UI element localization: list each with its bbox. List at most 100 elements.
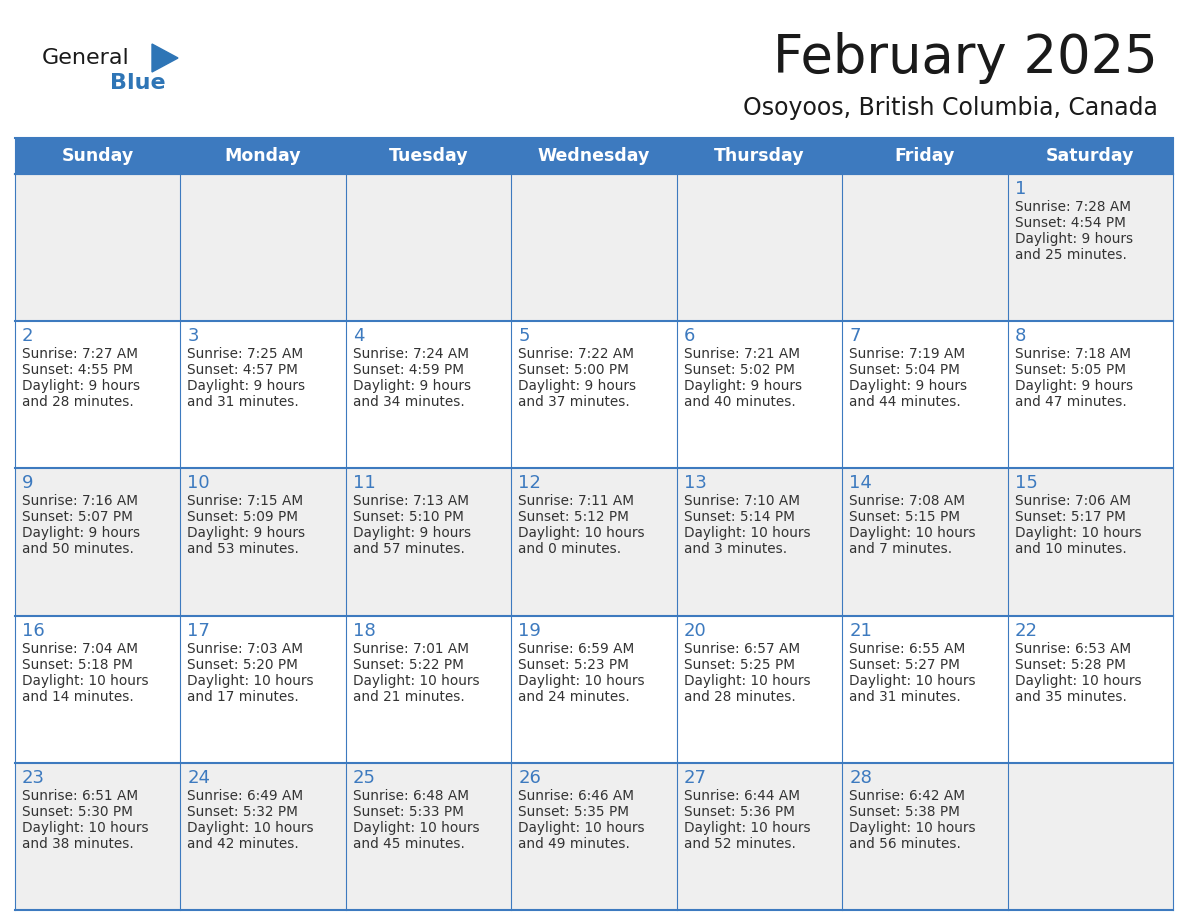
Text: Tuesday: Tuesday — [388, 147, 468, 165]
Text: Daylight: 10 hours: Daylight: 10 hours — [684, 674, 810, 688]
Text: 9: 9 — [23, 475, 33, 492]
Text: Sunset: 4:59 PM: Sunset: 4:59 PM — [353, 364, 463, 377]
Bar — [181, 174, 346, 321]
Bar — [1007, 321, 1173, 468]
Text: Daylight: 9 hours: Daylight: 9 hours — [353, 526, 470, 541]
Text: and 3 minutes.: and 3 minutes. — [684, 543, 786, 556]
Text: General: General — [42, 48, 129, 68]
Text: Daylight: 9 hours: Daylight: 9 hours — [23, 379, 140, 393]
Text: Sunset: 4:55 PM: Sunset: 4:55 PM — [23, 364, 133, 377]
Text: Sunrise: 7:04 AM: Sunrise: 7:04 AM — [23, 642, 138, 655]
Text: Daylight: 10 hours: Daylight: 10 hours — [518, 821, 645, 834]
Bar — [346, 174, 511, 321]
Bar — [842, 174, 1007, 321]
Text: Daylight: 9 hours: Daylight: 9 hours — [1015, 379, 1132, 393]
Text: Sunset: 5:10 PM: Sunset: 5:10 PM — [353, 510, 463, 524]
Text: Sunrise: 7:06 AM: Sunrise: 7:06 AM — [1015, 495, 1131, 509]
Text: 28: 28 — [849, 768, 872, 787]
Bar — [677, 763, 842, 910]
Text: and 45 minutes.: and 45 minutes. — [353, 837, 465, 851]
Text: Sunrise: 7:01 AM: Sunrise: 7:01 AM — [353, 642, 469, 655]
Text: and 52 minutes.: and 52 minutes. — [684, 837, 796, 851]
Bar — [346, 616, 511, 763]
Text: 13: 13 — [684, 475, 707, 492]
Text: and 17 minutes.: and 17 minutes. — [188, 689, 299, 703]
Text: Sunset: 5:14 PM: Sunset: 5:14 PM — [684, 510, 795, 524]
Text: Sunset: 5:23 PM: Sunset: 5:23 PM — [518, 657, 630, 672]
Text: and 37 minutes.: and 37 minutes. — [518, 396, 630, 409]
Text: Daylight: 10 hours: Daylight: 10 hours — [518, 526, 645, 541]
Text: and 25 minutes.: and 25 minutes. — [1015, 248, 1126, 262]
Bar — [1007, 616, 1173, 763]
Bar — [346, 468, 511, 616]
Text: Daylight: 9 hours: Daylight: 9 hours — [353, 379, 470, 393]
Text: Sunset: 5:32 PM: Sunset: 5:32 PM — [188, 805, 298, 819]
Bar — [511, 468, 677, 616]
Text: Daylight: 10 hours: Daylight: 10 hours — [188, 821, 314, 834]
Text: Sunset: 5:12 PM: Sunset: 5:12 PM — [518, 510, 630, 524]
Text: and 21 minutes.: and 21 minutes. — [353, 689, 465, 703]
Text: and 57 minutes.: and 57 minutes. — [353, 543, 465, 556]
Text: 11: 11 — [353, 475, 375, 492]
Text: Sunrise: 6:51 AM: Sunrise: 6:51 AM — [23, 789, 138, 803]
Text: and 28 minutes.: and 28 minutes. — [684, 689, 796, 703]
Text: Sunrise: 7:10 AM: Sunrise: 7:10 AM — [684, 495, 800, 509]
Text: 24: 24 — [188, 768, 210, 787]
Text: 16: 16 — [23, 621, 45, 640]
Bar — [511, 174, 677, 321]
Text: 8: 8 — [1015, 327, 1026, 345]
Text: and 35 minutes.: and 35 minutes. — [1015, 689, 1126, 703]
Text: Sunrise: 6:55 AM: Sunrise: 6:55 AM — [849, 642, 966, 655]
Text: 22: 22 — [1015, 621, 1037, 640]
Text: and 42 minutes.: and 42 minutes. — [188, 837, 299, 851]
Bar — [1007, 174, 1173, 321]
Bar — [181, 616, 346, 763]
Text: Sunset: 4:54 PM: Sunset: 4:54 PM — [1015, 216, 1125, 230]
Text: 26: 26 — [518, 768, 542, 787]
Text: and 56 minutes.: and 56 minutes. — [849, 837, 961, 851]
Text: Daylight: 9 hours: Daylight: 9 hours — [1015, 232, 1132, 246]
Text: 7: 7 — [849, 327, 860, 345]
Text: and 14 minutes.: and 14 minutes. — [23, 689, 134, 703]
Text: Sunrise: 7:21 AM: Sunrise: 7:21 AM — [684, 347, 800, 361]
Text: Sunrise: 7:08 AM: Sunrise: 7:08 AM — [849, 495, 965, 509]
Bar — [842, 616, 1007, 763]
Text: 25: 25 — [353, 768, 375, 787]
Text: and 28 minutes.: and 28 minutes. — [23, 396, 134, 409]
Bar — [181, 321, 346, 468]
Text: 27: 27 — [684, 768, 707, 787]
Bar — [677, 468, 842, 616]
Bar — [677, 616, 842, 763]
Text: and 0 minutes.: and 0 minutes. — [518, 543, 621, 556]
Text: Sunrise: 7:22 AM: Sunrise: 7:22 AM — [518, 347, 634, 361]
Polygon shape — [152, 44, 178, 72]
Text: 2: 2 — [23, 327, 33, 345]
Text: 20: 20 — [684, 621, 707, 640]
Text: 6: 6 — [684, 327, 695, 345]
Bar — [1007, 763, 1173, 910]
Text: Sunrise: 7:27 AM: Sunrise: 7:27 AM — [23, 347, 138, 361]
Text: Daylight: 10 hours: Daylight: 10 hours — [849, 526, 975, 541]
Text: Sunrise: 6:48 AM: Sunrise: 6:48 AM — [353, 789, 469, 803]
Text: Daylight: 9 hours: Daylight: 9 hours — [518, 379, 637, 393]
Text: Blue: Blue — [110, 73, 165, 93]
Text: 4: 4 — [353, 327, 365, 345]
Text: 19: 19 — [518, 621, 542, 640]
Text: Daylight: 9 hours: Daylight: 9 hours — [188, 379, 305, 393]
Text: Daylight: 10 hours: Daylight: 10 hours — [684, 526, 810, 541]
Text: Sunrise: 7:13 AM: Sunrise: 7:13 AM — [353, 495, 469, 509]
Bar — [842, 468, 1007, 616]
Text: Sunset: 5:02 PM: Sunset: 5:02 PM — [684, 364, 795, 377]
Text: 10: 10 — [188, 475, 210, 492]
Text: 12: 12 — [518, 475, 542, 492]
Text: Sunrise: 6:49 AM: Sunrise: 6:49 AM — [188, 789, 304, 803]
Text: Sunrise: 7:18 AM: Sunrise: 7:18 AM — [1015, 347, 1131, 361]
Text: Daylight: 10 hours: Daylight: 10 hours — [23, 821, 148, 834]
Bar — [346, 763, 511, 910]
Text: and 49 minutes.: and 49 minutes. — [518, 837, 630, 851]
Text: Friday: Friday — [895, 147, 955, 165]
Bar — [15, 468, 181, 616]
Bar — [677, 321, 842, 468]
Text: and 34 minutes.: and 34 minutes. — [353, 396, 465, 409]
Text: Daylight: 10 hours: Daylight: 10 hours — [188, 674, 314, 688]
